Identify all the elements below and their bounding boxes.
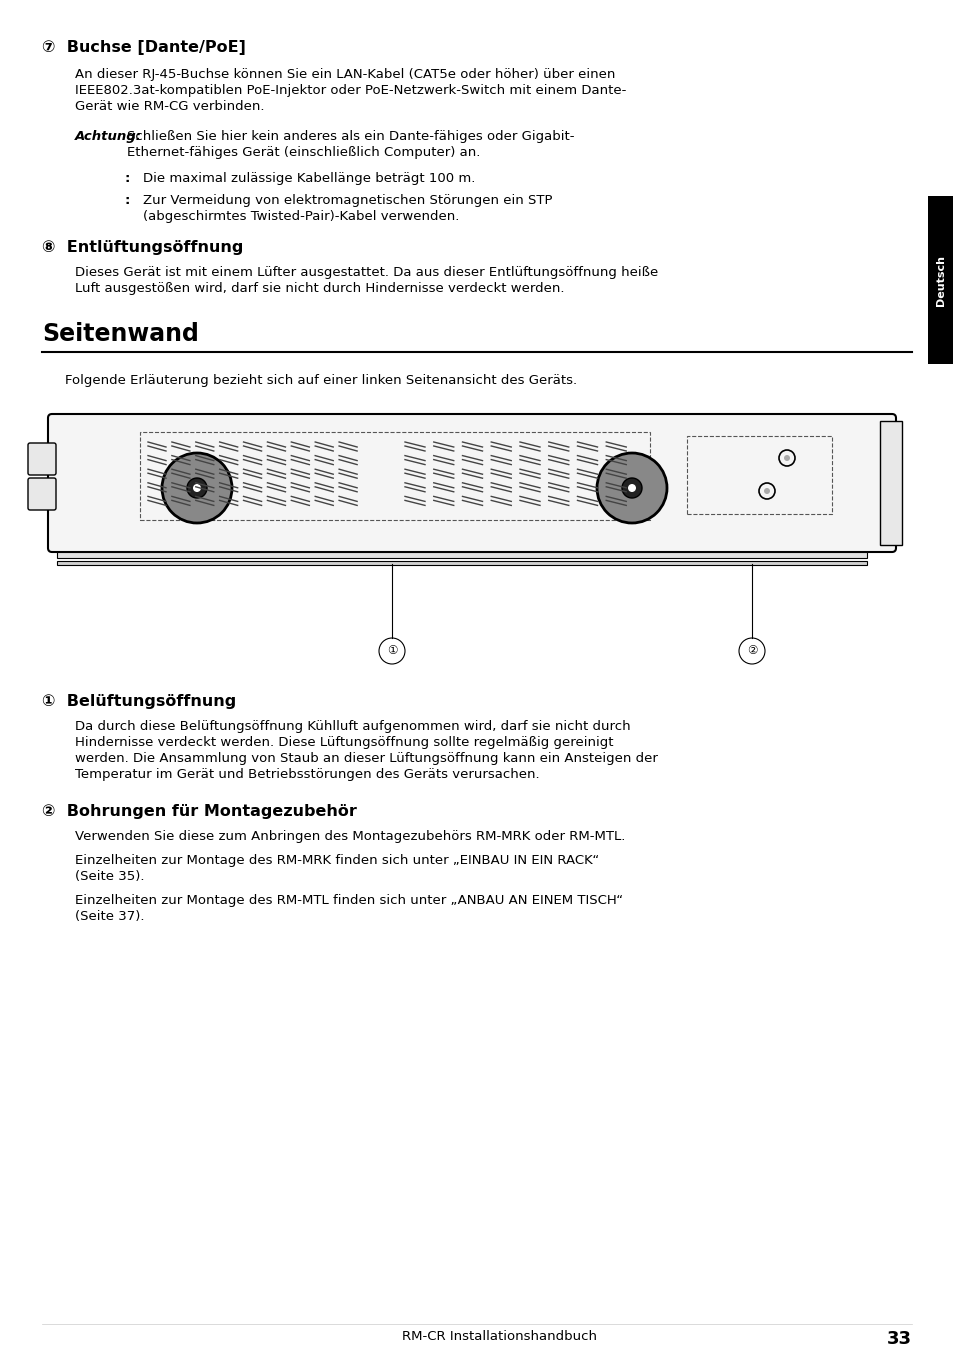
Text: Luft ausgestößen wird, darf sie nicht durch Hindernisse verdeckt werden.: Luft ausgestößen wird, darf sie nicht du… [75,283,564,295]
Text: Ethernet-fähiges Gerät (einschließlich Computer) an.: Ethernet-fähiges Gerät (einschließlich C… [127,146,480,160]
Text: ②  Bohrungen für Montagezubehör: ② Bohrungen für Montagezubehör [42,804,356,819]
Text: Achtung:: Achtung: [75,130,142,143]
Text: ①: ① [386,645,396,657]
Text: Verwenden Sie diese zum Anbringen des Montagezubehörs RM-MRK oder RM-MTL.: Verwenden Sie diese zum Anbringen des Mo… [75,830,625,844]
FancyBboxPatch shape [48,414,895,552]
FancyBboxPatch shape [28,443,56,475]
Text: Dieses Gerät ist mit einem Lüfter ausgestattet. Da aus dieser Entlüftungsöffnung: Dieses Gerät ist mit einem Lüfter ausges… [75,266,658,279]
Text: Temperatur im Gerät und Betriebsstörungen des Geräts verursachen.: Temperatur im Gerät und Betriebsstörunge… [75,768,539,781]
Text: ②: ② [746,645,757,657]
Bar [879,420,901,545]
Circle shape [627,484,636,492]
Text: Seitenwand: Seitenwand [42,322,198,346]
Text: An dieser RJ-45-Buchse können Sie ein LAN-Kabel (CAT5e oder höher) über einen: An dieser RJ-45-Buchse können Sie ein LA… [75,68,615,81]
Text: ①  Belüftungsöffnung: ① Belüftungsöffnung [42,694,236,708]
Circle shape [378,638,405,664]
Text: Die maximal zulässige Kabellänge beträgt 100 m.: Die maximal zulässige Kabellänge beträgt… [143,172,475,185]
Text: Folgende Erläuterung bezieht sich auf einer linken Seitenansicht des Geräts.: Folgende Erläuterung bezieht sich auf ei… [65,375,577,387]
Text: Schließen Sie hier kein anderes als ein Dante-fähiges oder Gigabit-: Schließen Sie hier kein anderes als ein … [127,130,574,143]
Circle shape [621,479,641,498]
Text: Da durch diese Belüftungsöffnung Kühlluft aufgenommen wird, darf sie nicht durch: Da durch diese Belüftungsöffnung Kühlluf… [75,721,630,733]
Text: :: : [125,193,131,207]
Text: Einzelheiten zur Montage des RM-MRK finden sich unter „EINBAU IN EIN RACK“: Einzelheiten zur Montage des RM-MRK find… [75,854,598,867]
Bar [57,561,866,565]
Text: werden. Die Ansammlung von Staub an dieser Lüftungsöffnung kann ein Ansteigen de: werden. Die Ansammlung von Staub an dies… [75,752,658,765]
Text: Deutsch: Deutsch [935,254,945,306]
Circle shape [162,453,232,523]
Text: (Seite 35).: (Seite 35). [75,869,144,883]
Text: ⑦  Buchse [Dante/PoE]: ⑦ Buchse [Dante/PoE] [42,41,246,55]
Bar [57,552,866,558]
Text: (Seite 37).: (Seite 37). [75,910,144,923]
Circle shape [779,450,794,466]
Text: (abgeschirmtes Twisted-Pair)-Kabel verwenden.: (abgeschirmtes Twisted-Pair)-Kabel verwe… [143,210,459,223]
Text: ⑧  Entlüftungsöffnung: ⑧ Entlüftungsöffnung [42,241,243,256]
Text: Zur Vermeidung von elektromagnetischen Störungen ein STP: Zur Vermeidung von elektromagnetischen S… [143,193,552,207]
Circle shape [783,456,789,461]
Circle shape [193,484,201,492]
Circle shape [759,483,774,499]
Text: RM-CR Installationshandbuch: RM-CR Installationshandbuch [402,1330,597,1343]
Text: :: : [125,172,131,185]
Circle shape [187,479,207,498]
Text: 33: 33 [886,1330,911,1348]
Circle shape [739,638,764,664]
Text: Gerät wie RM-CG verbinden.: Gerät wie RM-CG verbinden. [75,100,264,114]
Bar [927,196,953,364]
Circle shape [597,453,666,523]
FancyBboxPatch shape [28,479,56,510]
Circle shape [763,488,769,493]
Text: Hindernisse verdeckt werden. Diese Lüftungsöffnung sollte regelmäßig gereinigt: Hindernisse verdeckt werden. Diese Lüftu… [75,735,613,749]
Text: IEEE802.3at-kompatiblen PoE-Injektor oder PoE-Netzwerk-Switch mit einem Dante-: IEEE802.3at-kompatiblen PoE-Injektor ode… [75,84,626,97]
Text: Einzelheiten zur Montage des RM-MTL finden sich unter „ANBAU AN EINEM TISCH“: Einzelheiten zur Montage des RM-MTL find… [75,894,622,907]
